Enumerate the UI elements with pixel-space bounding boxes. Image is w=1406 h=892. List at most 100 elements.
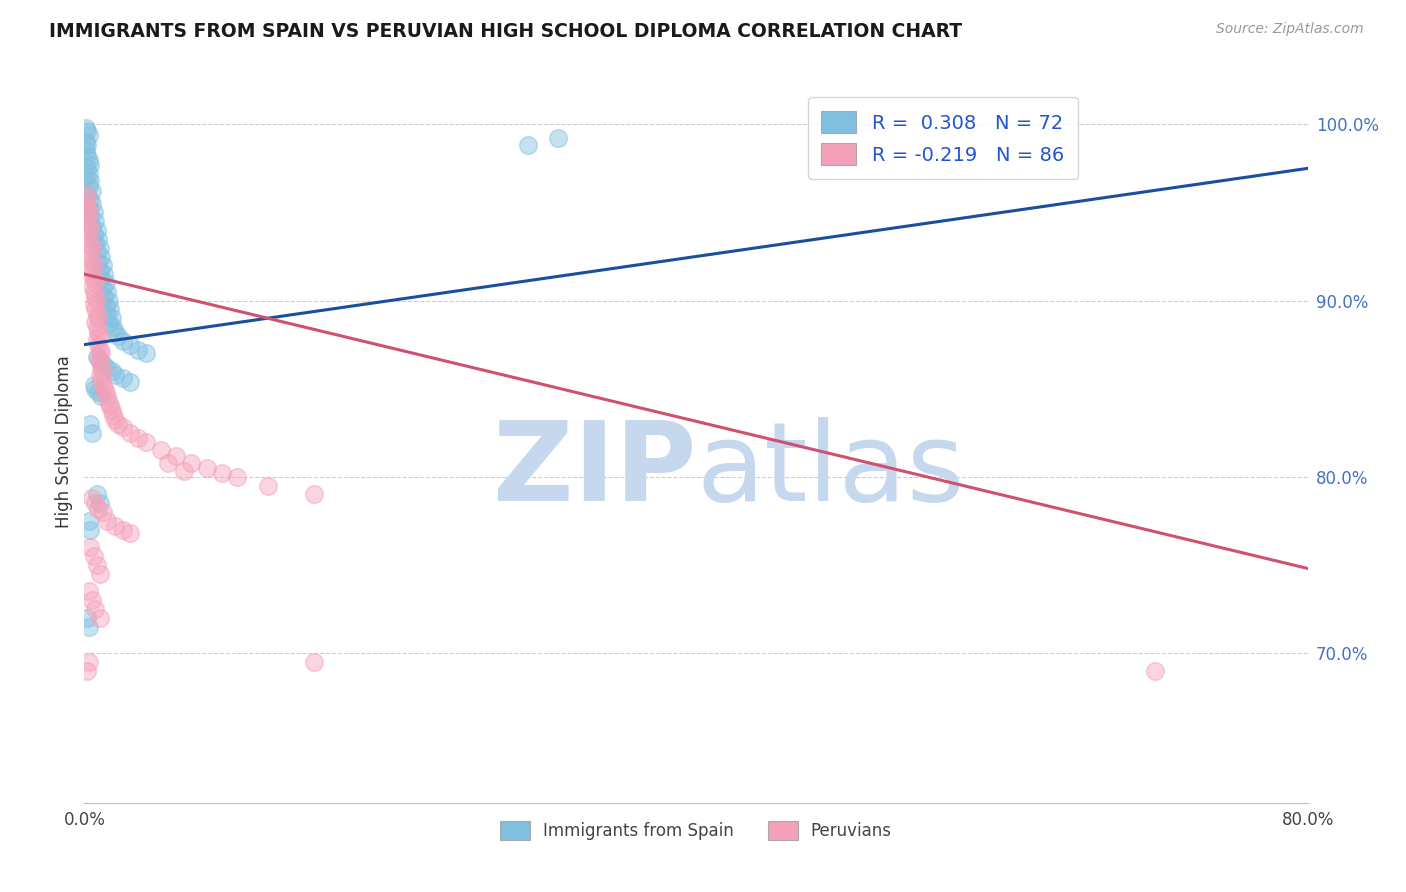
- Point: [79, 237, 101, 252]
- Point: [86, 350, 108, 364]
- Point: [302, 487, 325, 501]
- Point: [87, 501, 110, 516]
- Point: [83, 205, 105, 219]
- Point: [101, 402, 124, 417]
- Point: [84, 302, 107, 317]
- Point: [83, 258, 105, 272]
- Point: [77, 202, 100, 216]
- Point: [96, 308, 118, 322]
- Point: [90, 346, 112, 360]
- Point: [98, 302, 121, 317]
- Point: [89, 263, 111, 277]
- Point: [86, 558, 108, 572]
- Point: [91, 505, 114, 519]
- Point: [302, 655, 325, 669]
- Point: [83, 227, 105, 241]
- Point: [77, 167, 100, 181]
- Point: [83, 549, 105, 563]
- Point: [77, 584, 100, 599]
- Point: [516, 138, 538, 153]
- Point: [111, 420, 134, 434]
- Point: [77, 128, 100, 142]
- Point: [96, 285, 118, 299]
- Point: [91, 378, 114, 392]
- Point: [79, 209, 101, 223]
- Point: [98, 399, 121, 413]
- Point: [77, 179, 100, 194]
- Point: [84, 496, 107, 510]
- Point: [79, 261, 101, 276]
- Point: [103, 320, 125, 334]
- Point: [83, 378, 105, 392]
- Point: [79, 193, 101, 207]
- Point: [91, 258, 114, 272]
- Point: [80, 196, 103, 211]
- Point: [76, 202, 98, 216]
- Point: [135, 434, 157, 449]
- Point: [111, 523, 134, 537]
- Point: [87, 254, 110, 268]
- Point: [76, 227, 98, 241]
- Y-axis label: High School Diploma: High School Diploma: [55, 355, 73, 528]
- Point: [79, 158, 101, 172]
- Point: [76, 149, 98, 163]
- Point: [173, 465, 195, 479]
- Point: [226, 470, 249, 484]
- Point: [111, 334, 134, 348]
- Point: [79, 417, 101, 431]
- Point: [211, 467, 233, 481]
- Point: [91, 281, 114, 295]
- Point: [75, 187, 97, 202]
- Point: [87, 337, 110, 351]
- Point: [120, 526, 142, 541]
- Point: [77, 232, 100, 246]
- Point: [75, 196, 97, 211]
- Point: [89, 355, 111, 369]
- Point: [86, 293, 108, 308]
- Point: [94, 385, 117, 400]
- Point: [127, 343, 149, 357]
- Point: [127, 431, 149, 445]
- Point: [80, 279, 103, 293]
- Point: [89, 343, 111, 357]
- Point: [86, 223, 108, 237]
- Point: [75, 209, 97, 223]
- Point: [90, 373, 112, 387]
- Point: [86, 244, 108, 259]
- Point: [80, 241, 103, 255]
- Point: [80, 184, 103, 198]
- Point: [1143, 664, 1166, 678]
- Point: [257, 478, 280, 492]
- Point: [104, 326, 127, 340]
- Point: [91, 364, 114, 378]
- Point: [96, 391, 118, 405]
- Point: [80, 593, 103, 607]
- Point: [97, 396, 120, 410]
- Point: [89, 611, 111, 625]
- Point: [80, 491, 103, 505]
- Point: [83, 285, 105, 299]
- Point: [87, 326, 110, 340]
- Point: [84, 315, 107, 329]
- Point: [80, 219, 103, 234]
- Point: [79, 541, 101, 555]
- Point: [104, 519, 127, 533]
- Point: [80, 254, 103, 268]
- Point: [157, 456, 180, 470]
- Point: [107, 417, 129, 431]
- Text: IMMIGRANTS FROM SPAIN VS PERUVIAN HIGH SCHOOL DIPLOMA CORRELATION CHART: IMMIGRANTS FROM SPAIN VS PERUVIAN HIGH S…: [49, 22, 962, 41]
- Point: [77, 514, 100, 528]
- Point: [75, 144, 97, 158]
- Point: [104, 368, 127, 382]
- Point: [77, 655, 100, 669]
- Point: [83, 297, 105, 311]
- Point: [84, 235, 107, 250]
- Point: [107, 328, 129, 343]
- Text: Source: ZipAtlas.com: Source: ZipAtlas.com: [1216, 22, 1364, 37]
- Point: [93, 290, 115, 304]
- Point: [89, 328, 111, 343]
- Point: [87, 350, 110, 364]
- Point: [84, 382, 107, 396]
- Point: [87, 385, 110, 400]
- Point: [80, 425, 103, 440]
